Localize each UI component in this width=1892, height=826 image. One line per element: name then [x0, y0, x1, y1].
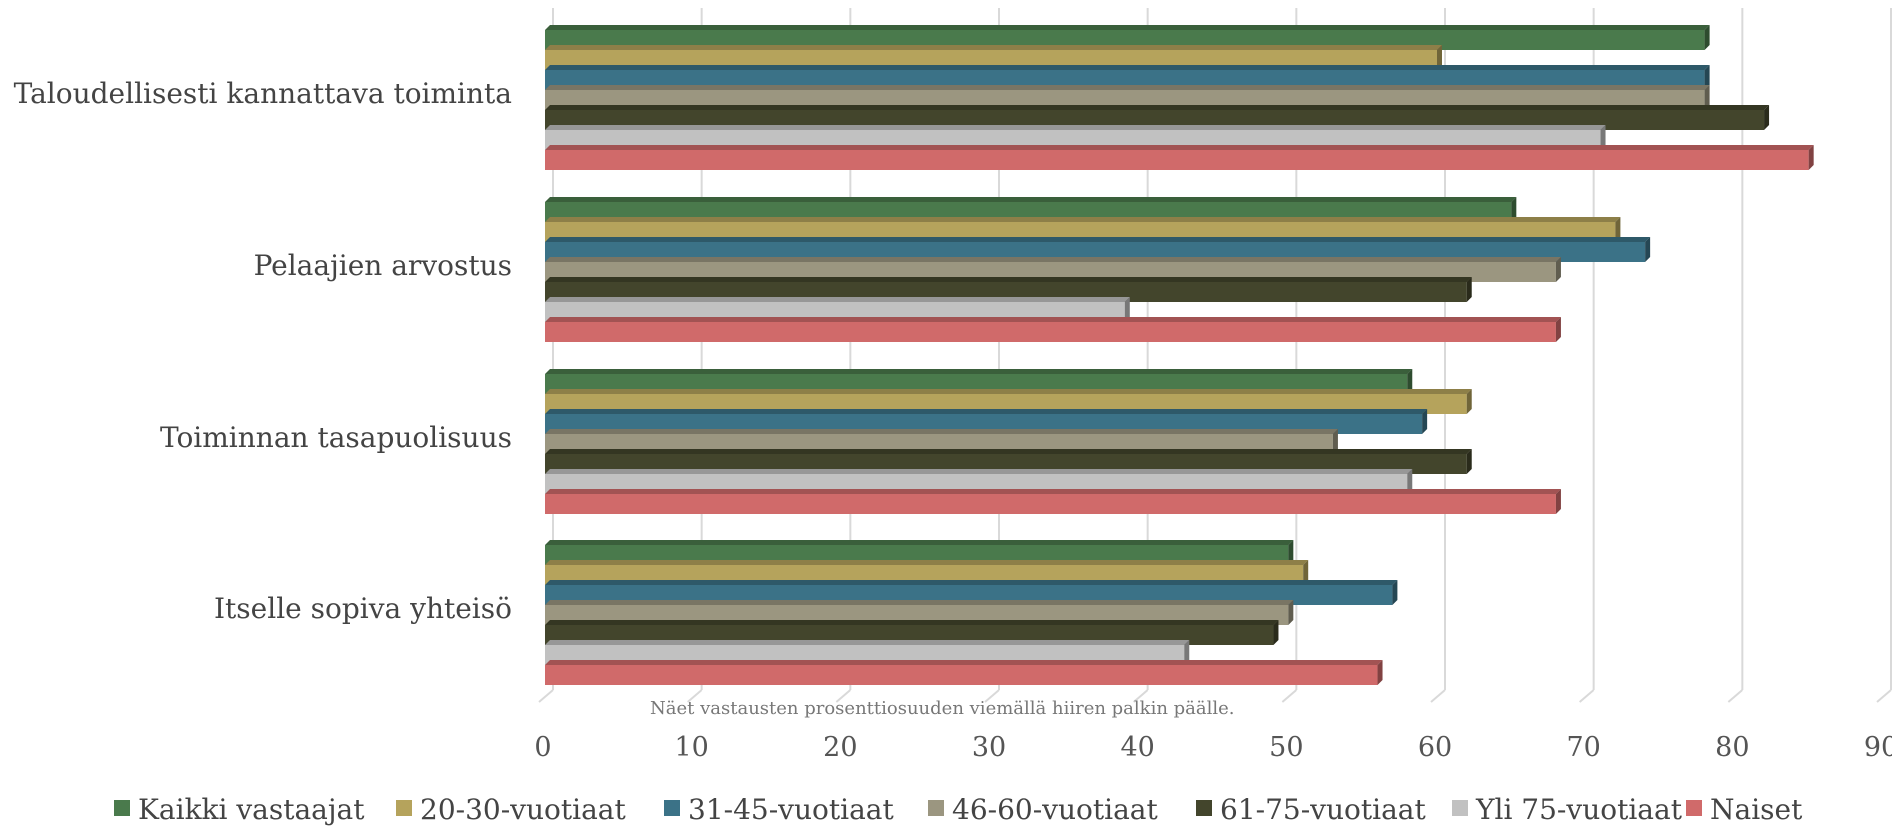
bar-1-7[interactable] — [545, 145, 1814, 170]
legend-item[interactable]: Naiset — [1686, 793, 1803, 826]
legend-swatch — [928, 800, 944, 816]
x-tick-label: 70 — [1566, 732, 1600, 763]
legend-swatch — [114, 800, 130, 816]
bar-2-7[interactable] — [545, 317, 1561, 342]
legend-label: 46-60-vuotiaat — [952, 793, 1158, 826]
legend-label: 31-45-vuotiaat — [688, 793, 894, 826]
gridline-foot-70 — [1579, 689, 1595, 703]
legend-swatch — [1686, 800, 1702, 816]
gridline-foot-20 — [835, 689, 851, 703]
legend-swatch — [1196, 800, 1212, 816]
gridline-foot-10 — [687, 689, 703, 703]
legend-item[interactable]: 46-60-vuotiaat — [928, 793, 1158, 826]
legend-item[interactable]: 31-45-vuotiaat — [664, 793, 894, 826]
legend-swatch — [396, 800, 412, 816]
bar-4-7[interactable] — [545, 660, 1383, 685]
x-tick-label: 10 — [674, 732, 708, 763]
gridline-foot-80 — [1727, 689, 1743, 703]
category-label: Itselle sopiva yhteisö — [214, 592, 512, 625]
bars — [545, 25, 1814, 685]
legend-label: Kaikki vastaajat — [138, 793, 365, 826]
gridline-foot-40 — [1133, 689, 1149, 703]
legend: Kaikki vastaajat 20-30-vuotiaat 31-45-vuot… — [114, 793, 1803, 826]
legend-item[interactable]: Yli 75-vuotiaat — [1452, 793, 1683, 826]
bar-3-7[interactable] — [545, 489, 1561, 514]
x-tick-label: 50 — [1269, 732, 1303, 763]
hover-note: Näet vastausten prosenttiosuuden viemäll… — [650, 698, 1235, 719]
category-label: Taloudellisesti kannattava toiminta — [14, 77, 512, 110]
x-tick-label: 80 — [1715, 732, 1749, 763]
gridline-foot-90 — [1876, 689, 1892, 703]
legend-item[interactable]: 20-30-vuotiaat — [396, 793, 626, 826]
category-label: Toiminnan tasapuolisuus — [160, 421, 512, 454]
x-tick-label: 30 — [972, 732, 1006, 763]
x-tick-label: 40 — [1120, 732, 1154, 763]
legend-label: 20-30-vuotiaat — [420, 793, 626, 826]
gridline-foot-50 — [1281, 689, 1297, 703]
category-labels: Taloudellisesti kannattava toiminta Pelaa… — [14, 77, 512, 625]
legend-item[interactable]: 61-75-vuotiaat — [1196, 793, 1426, 826]
x-tick-label: 20 — [823, 732, 857, 763]
gridline-foot-30 — [984, 689, 1000, 703]
legend-item[interactable]: Kaikki vastaajat — [114, 793, 365, 826]
legend-label: 61-75-vuotiaat — [1220, 793, 1426, 826]
x-tick-label: 0 — [534, 732, 551, 763]
x-tick-label: 60 — [1418, 732, 1452, 763]
gridline-foot-60 — [1430, 689, 1446, 703]
legend-swatch — [1452, 800, 1468, 816]
legend-swatch — [664, 800, 680, 816]
legend-label: Naiset — [1710, 793, 1803, 826]
x-tick-label: 90 — [1864, 732, 1892, 763]
legend-label: Yli 75-vuotiaat — [1475, 793, 1683, 826]
category-label: Pelaajien arvostus — [254, 249, 512, 282]
gridline-foot-0 — [538, 689, 554, 703]
x-axis-ticks: 0 10 20 30 40 50 60 70 80 90 — [534, 732, 1892, 763]
